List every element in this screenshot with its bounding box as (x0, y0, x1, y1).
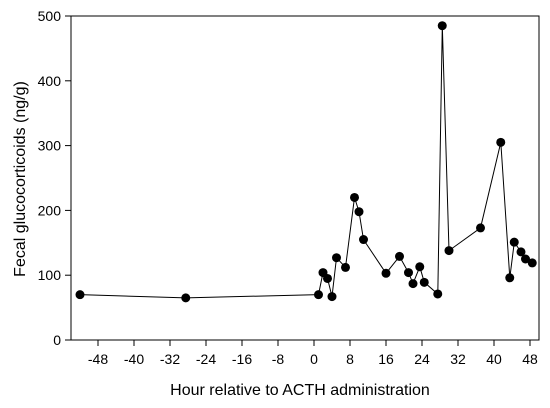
data-point (415, 262, 425, 272)
y-tick-label: 200 (38, 202, 62, 218)
data-point (516, 247, 526, 257)
x-tick-label: -40 (124, 351, 144, 367)
data-point (323, 273, 332, 283)
x-tick-label: -24 (196, 351, 216, 367)
data-point (181, 293, 191, 303)
data-point (433, 289, 443, 299)
data-point (75, 290, 85, 300)
series-layer (75, 21, 537, 303)
data-point (408, 279, 418, 289)
axes (70, 15, 540, 341)
data-point (395, 251, 404, 261)
x-tick-label: -32 (160, 351, 180, 367)
x-tick-label: 16 (378, 351, 394, 367)
data-point (354, 207, 364, 217)
data-point (509, 237, 519, 247)
y-tick-label: 100 (38, 267, 62, 283)
x-tick-label: 32 (450, 351, 466, 367)
data-point (332, 253, 341, 263)
data-point (505, 273, 515, 283)
x-tick-label: -48 (88, 351, 108, 367)
data-point (359, 235, 368, 245)
x-tick-label: 0 (310, 351, 318, 367)
data-point (314, 290, 323, 300)
data-point (476, 223, 485, 233)
data-point (341, 262, 350, 272)
data-point (404, 268, 413, 278)
data-point (381, 268, 391, 278)
x-tick-label: 48 (522, 351, 538, 367)
y-tick-label: 300 (38, 138, 62, 154)
x-tick-label: -16 (232, 351, 252, 367)
y-tick-label: 500 (38, 8, 62, 24)
y-tick-label: 400 (38, 73, 62, 89)
series-line (79, 25, 533, 299)
data-point (419, 277, 429, 287)
data-point (327, 292, 337, 302)
y-tick-label: 0 (53, 332, 61, 348)
data-point (527, 258, 537, 268)
plot-frame (70, 15, 540, 341)
data-point (496, 137, 506, 147)
y-axis-title: Fecal glucocorticoids (ng/g) (12, 81, 29, 277)
data-point (437, 21, 447, 31)
data-point (521, 254, 530, 264)
data-point (350, 192, 359, 202)
x-tick-label: 8 (346, 351, 354, 367)
x-tick-label: 40 (486, 351, 502, 367)
x-tick-label: 24 (414, 351, 430, 367)
data-point (444, 246, 454, 256)
x-axis-title: Hour relative to ACTH administration (170, 382, 430, 399)
x-axis-ticks: -48 -40 -32 -24 -16 -8 0 8 16 24 32 40 48 (88, 340, 538, 367)
x-tick-label: -8 (272, 351, 285, 367)
y-axis-ticks: 0 100 200 300 400 500 (38, 8, 71, 348)
